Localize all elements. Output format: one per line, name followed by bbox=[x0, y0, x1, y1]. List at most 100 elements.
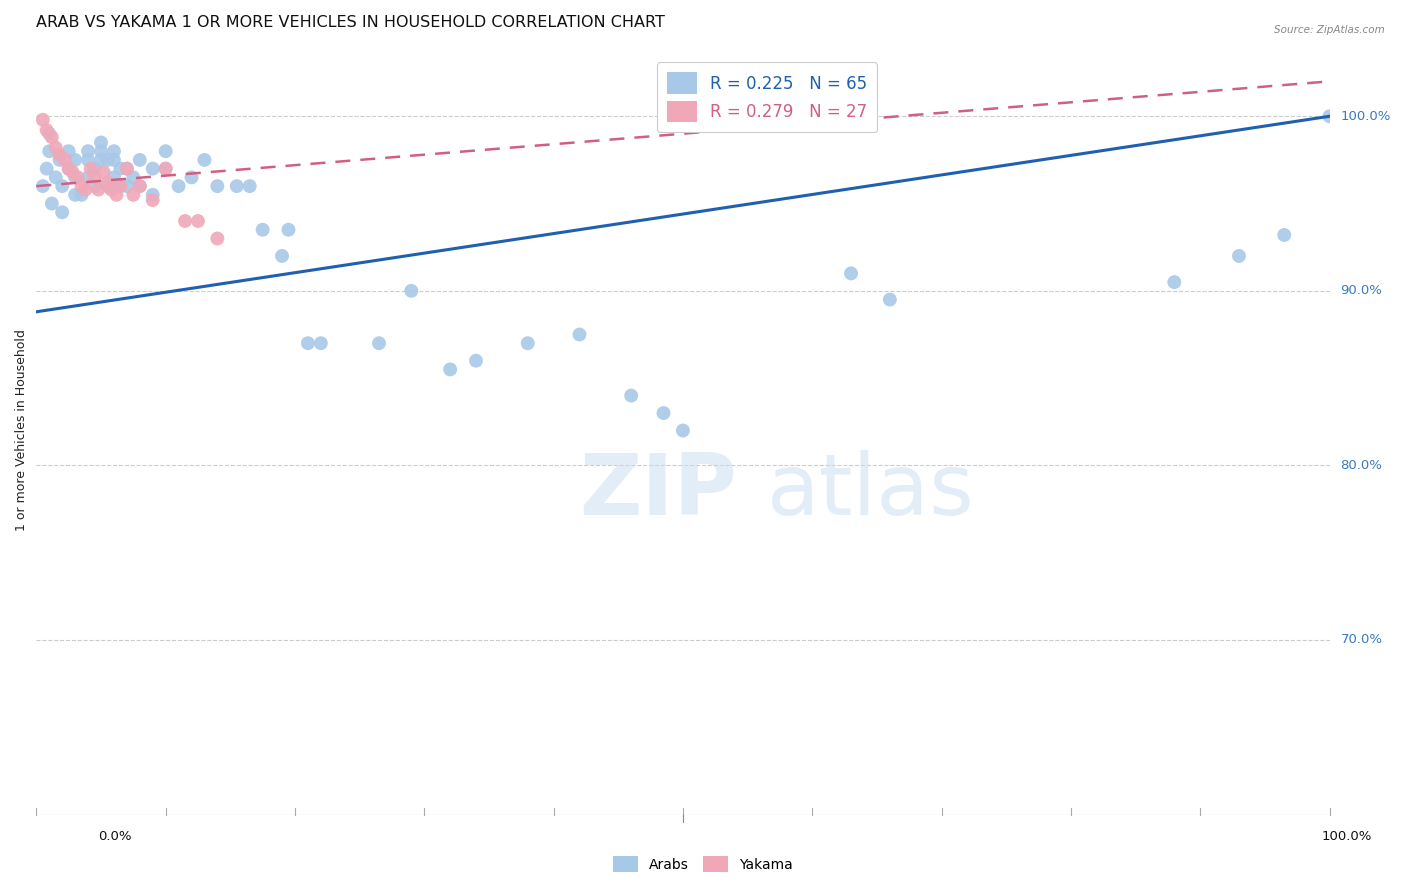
Point bbox=[45, 170, 67, 185]
Point bbox=[70, 187, 93, 202]
Point bbox=[90, 144, 112, 158]
Point bbox=[38, 127, 60, 141]
Point bbox=[35, 123, 58, 137]
Point bbox=[90, 153, 112, 167]
Point bbox=[93, 165, 115, 179]
Point bbox=[53, 153, 76, 167]
Point bbox=[51, 205, 73, 219]
Point bbox=[879, 293, 901, 307]
Point bbox=[368, 336, 391, 351]
Point bbox=[31, 179, 53, 194]
Point bbox=[142, 193, 165, 207]
Point bbox=[174, 214, 197, 228]
Text: atlas: atlas bbox=[768, 450, 974, 533]
Point bbox=[35, 161, 58, 176]
Point bbox=[309, 336, 332, 351]
Point bbox=[1272, 227, 1295, 242]
Point bbox=[252, 223, 274, 237]
Text: 80.0%: 80.0% bbox=[1341, 458, 1382, 472]
Point bbox=[568, 327, 591, 342]
Point bbox=[103, 170, 125, 185]
Point bbox=[465, 353, 488, 368]
Point bbox=[96, 179, 118, 194]
Point bbox=[63, 170, 86, 185]
Point bbox=[110, 179, 132, 194]
Point bbox=[187, 214, 209, 228]
Point bbox=[77, 170, 100, 185]
Text: ZIP: ZIP bbox=[579, 450, 737, 533]
Point bbox=[115, 161, 138, 176]
Point bbox=[115, 161, 138, 176]
Point bbox=[128, 153, 150, 167]
Point bbox=[128, 179, 150, 194]
Point bbox=[180, 170, 202, 185]
Point bbox=[41, 130, 63, 145]
Point bbox=[128, 179, 150, 194]
Point bbox=[48, 153, 70, 167]
Point bbox=[83, 170, 105, 185]
Point bbox=[77, 144, 100, 158]
Point bbox=[225, 179, 247, 194]
Point bbox=[83, 179, 105, 194]
Legend: R = 0.225   N = 65, R = 0.279   N = 27: R = 0.225 N = 65, R = 0.279 N = 27 bbox=[657, 62, 877, 132]
Point bbox=[167, 179, 190, 194]
Point bbox=[100, 183, 122, 197]
Text: Source: ZipAtlas.com: Source: ZipAtlas.com bbox=[1274, 25, 1385, 35]
Point bbox=[672, 424, 695, 438]
Text: ARAB VS YAKAMA 1 OR MORE VEHICLES IN HOUSEHOLD CORRELATION CHART: ARAB VS YAKAMA 1 OR MORE VEHICLES IN HOU… bbox=[37, 15, 665, 30]
Point bbox=[516, 336, 538, 351]
Legend: Arabs, Yakama: Arabs, Yakama bbox=[607, 851, 799, 878]
Point bbox=[96, 153, 118, 167]
Text: 70.0%: 70.0% bbox=[1341, 633, 1382, 647]
Point bbox=[207, 179, 229, 194]
Point bbox=[1319, 109, 1341, 123]
Point bbox=[115, 179, 138, 194]
Point bbox=[77, 153, 100, 167]
Point bbox=[105, 187, 128, 202]
Point bbox=[38, 144, 60, 158]
Point bbox=[83, 161, 105, 176]
Point bbox=[1163, 275, 1185, 289]
Point bbox=[87, 183, 110, 197]
Point bbox=[51, 179, 73, 194]
Point bbox=[297, 336, 319, 351]
Point bbox=[207, 231, 229, 245]
Point bbox=[63, 187, 86, 202]
Point bbox=[155, 161, 177, 176]
Point bbox=[31, 112, 53, 127]
Point bbox=[239, 179, 262, 194]
Point bbox=[142, 187, 165, 202]
Point bbox=[66, 170, 89, 185]
Point bbox=[439, 362, 461, 376]
Point bbox=[63, 153, 86, 167]
Text: 0.0%: 0.0% bbox=[98, 830, 132, 843]
Point bbox=[277, 223, 299, 237]
Point bbox=[75, 183, 97, 197]
Point bbox=[122, 170, 145, 185]
Point bbox=[271, 249, 294, 263]
Point bbox=[142, 161, 165, 176]
Point bbox=[48, 147, 70, 161]
Text: 90.0%: 90.0% bbox=[1341, 285, 1382, 297]
Point bbox=[103, 153, 125, 167]
Point bbox=[652, 406, 675, 420]
Point bbox=[193, 153, 215, 167]
Point bbox=[155, 161, 177, 176]
Point bbox=[79, 161, 101, 176]
Point bbox=[90, 136, 112, 150]
Point bbox=[45, 141, 67, 155]
Point bbox=[1227, 249, 1250, 263]
Point bbox=[620, 388, 643, 402]
Point bbox=[62, 165, 84, 179]
Point bbox=[839, 266, 862, 280]
Point bbox=[110, 161, 132, 176]
Point bbox=[58, 161, 80, 176]
Point bbox=[155, 144, 177, 158]
Point bbox=[110, 179, 132, 194]
Text: 100.0%: 100.0% bbox=[1341, 110, 1391, 123]
Y-axis label: 1 or more Vehicles in Household: 1 or more Vehicles in Household bbox=[15, 329, 28, 532]
Point bbox=[122, 187, 145, 202]
Point bbox=[58, 144, 80, 158]
Point bbox=[96, 176, 118, 190]
Point bbox=[70, 179, 93, 194]
